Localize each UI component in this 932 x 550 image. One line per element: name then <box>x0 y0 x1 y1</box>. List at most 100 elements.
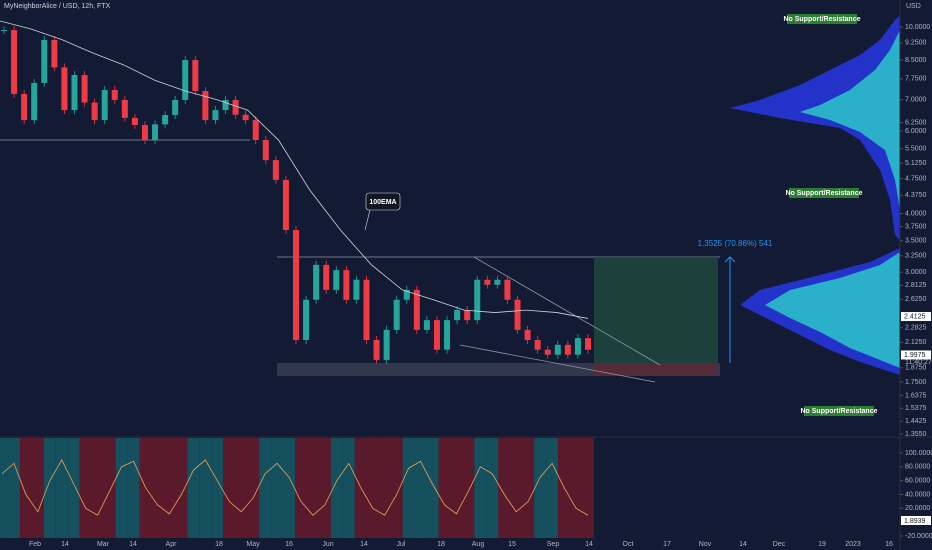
candle <box>574 338 581 355</box>
price-tick-label: 6.2500 <box>905 120 927 127</box>
osc-tick-label: 20.0000 <box>905 505 930 512</box>
price-tick-label: 1.3550 <box>905 431 927 438</box>
time-label: Oct <box>623 541 634 548</box>
price-tick-label: 8.5000 <box>905 57 927 64</box>
osc-band <box>187 438 200 538</box>
candle <box>534 339 541 350</box>
candle <box>464 310 471 321</box>
candle <box>303 299 310 340</box>
osc-band <box>582 438 594 538</box>
time-label: Aug <box>472 541 485 548</box>
candle <box>484 279 491 285</box>
candle <box>313 264 320 300</box>
osc-band <box>91 438 104 538</box>
candle <box>242 114 249 121</box>
osc-band <box>378 438 391 538</box>
osc-band <box>247 438 260 538</box>
osc-tick-label: 40.0000 <box>905 491 930 498</box>
candle <box>121 99 128 118</box>
osc-band <box>79 438 92 538</box>
time-label: 19 <box>818 541 826 548</box>
candle <box>51 40 58 68</box>
candle <box>585 338 591 350</box>
candle <box>31 82 38 121</box>
osc-band <box>151 438 164 538</box>
time-label: Jul <box>397 541 406 548</box>
time-label: Nov <box>699 541 712 548</box>
osc-band <box>43 438 56 538</box>
osc-band <box>486 438 499 538</box>
osc-band <box>283 438 295 538</box>
target-zone <box>594 257 718 363</box>
osc-tick-label: 60.0000 <box>905 478 930 485</box>
time-label: 14 <box>739 541 747 548</box>
price-badge <box>901 312 931 322</box>
osc-band <box>474 438 487 538</box>
price-tick-label: 4.0000 <box>905 210 927 217</box>
candle <box>131 117 138 125</box>
zone-label: No Support/Resistance <box>785 190 862 197</box>
stop-zone <box>594 363 718 376</box>
osc-band <box>426 438 439 538</box>
price-tick-label: 3.0000 <box>905 269 927 276</box>
trendline <box>473 256 661 366</box>
candle <box>393 299 400 330</box>
osc-band <box>402 438 415 538</box>
candle <box>494 279 501 285</box>
candle <box>141 124 148 141</box>
osc-band <box>534 438 547 538</box>
osc-band <box>103 438 116 538</box>
measure-arrowhead <box>724 256 736 263</box>
osc-band <box>546 438 559 538</box>
time-label: 18 <box>437 541 445 548</box>
candle <box>554 344 561 355</box>
volume-profile <box>765 252 900 368</box>
price-tick-label: 2.6250 <box>905 296 927 303</box>
osc-band <box>211 438 224 538</box>
volume-profile <box>730 15 900 240</box>
zone-label: No Support/Resistance <box>783 16 860 23</box>
candle <box>91 102 98 121</box>
osc-band <box>259 438 272 538</box>
osc-band <box>19 438 32 538</box>
time-label: 14 <box>585 541 593 548</box>
candle <box>11 30 18 94</box>
price-tick-label: 2.2825 <box>905 325 927 332</box>
osc-tick-label: 80.0000 <box>905 464 930 471</box>
candle <box>101 89 108 121</box>
candle <box>333 270 340 290</box>
price-tick-label: 2.8125 <box>905 282 927 289</box>
osc-band <box>295 438 307 538</box>
osc-band <box>0 438 8 538</box>
osc-band <box>342 438 355 538</box>
time-label: 18 <box>215 541 223 548</box>
candle <box>373 339 380 360</box>
candle <box>293 230 299 340</box>
candle <box>152 124 159 141</box>
candle <box>564 344 571 355</box>
osc-band <box>235 438 248 538</box>
price-tick-label: 5.1250 <box>905 160 927 167</box>
zone-label: No Support/Resistance <box>800 408 877 415</box>
candle <box>232 99 239 115</box>
candle <box>61 67 68 111</box>
time-label: 14 <box>61 541 69 548</box>
osc-band <box>318 438 331 538</box>
candle <box>444 320 451 350</box>
candle <box>323 264 330 290</box>
osc-band <box>522 438 535 538</box>
osc-band <box>55 438 68 538</box>
price-badge-label: 1.9975 <box>904 352 926 359</box>
time-label: Feb <box>29 541 41 548</box>
measure-label: 1.3525 (70.86%) 541 <box>698 239 773 248</box>
candle <box>403 289 410 300</box>
price-tick-label: 3.5000 <box>905 238 927 245</box>
candle <box>524 329 531 340</box>
price-tick-label: 4.7500 <box>905 175 927 182</box>
price-tick-label: 3.7500 <box>905 224 927 231</box>
price-badge <box>901 350 931 360</box>
candle <box>252 120 259 141</box>
candle <box>363 279 370 340</box>
osc-band <box>570 438 583 538</box>
